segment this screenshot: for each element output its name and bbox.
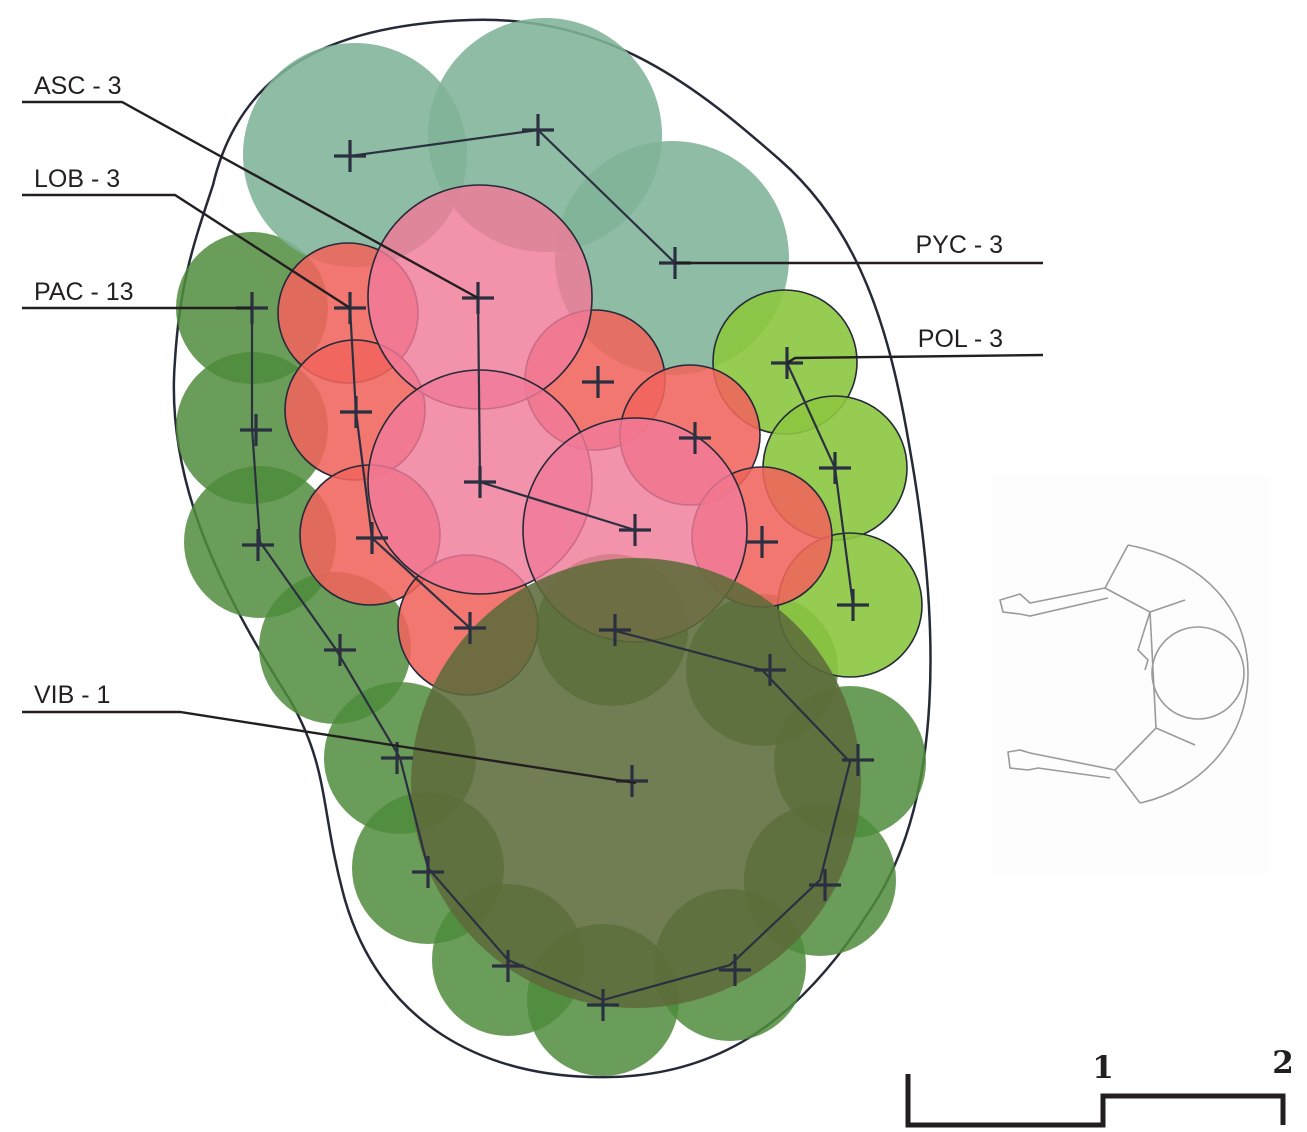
pac-label: PAC - 13 <box>34 278 134 306</box>
plant-cross-icon <box>679 422 711 454</box>
plant-cross-icon <box>454 612 486 644</box>
plant-cross-icon <box>334 140 366 172</box>
person-seated-figure <box>992 475 1270 873</box>
vib-label: VIB - 1 <box>34 681 110 709</box>
plant-cross-icon <box>819 452 851 484</box>
plant-cross-icon <box>522 114 554 146</box>
plant-cross-icon <box>619 514 651 546</box>
pol-leader <box>786 353 1044 365</box>
plant-cross-icon <box>324 634 356 666</box>
plant-cross-icon <box>599 614 631 646</box>
plant-cross-icon <box>240 414 272 446</box>
plant-cross-icon <box>842 744 874 776</box>
scale-tick-1: 1 <box>1092 1050 1114 1086</box>
pol-label: POL - 3 <box>918 325 1003 353</box>
plant-cross-icon <box>492 950 524 982</box>
scale-bar: 1 2 <box>905 1045 1294 1128</box>
plant-cross-icon <box>719 954 751 986</box>
plant-cross-icon-set <box>236 114 874 1021</box>
plant-cross-icon <box>587 989 619 1021</box>
plant-cross-icon <box>412 856 444 888</box>
plant-cross-icon <box>582 366 614 398</box>
plant-cross-icon <box>356 522 388 554</box>
lob-chain <box>348 307 471 629</box>
lob-leader <box>22 193 351 310</box>
plant-cross-icon <box>746 526 778 558</box>
plant-cross-icon <box>242 529 274 561</box>
asc-leader <box>22 100 479 300</box>
pyc-label: PYC - 3 <box>915 231 1003 259</box>
plant-cross-icon <box>464 466 496 498</box>
plant-cross-icon <box>837 589 869 621</box>
vib-leader <box>22 710 637 785</box>
plant-cross-icon <box>809 869 841 901</box>
lob-label: LOB - 3 <box>34 165 120 193</box>
plant-cross-icon <box>340 396 372 428</box>
asc-label: ASC - 3 <box>34 72 122 100</box>
plant-cross-icon <box>754 654 786 686</box>
scale-tick-2: 2 <box>1272 1045 1294 1081</box>
plant-cross-icon <box>381 742 413 774</box>
